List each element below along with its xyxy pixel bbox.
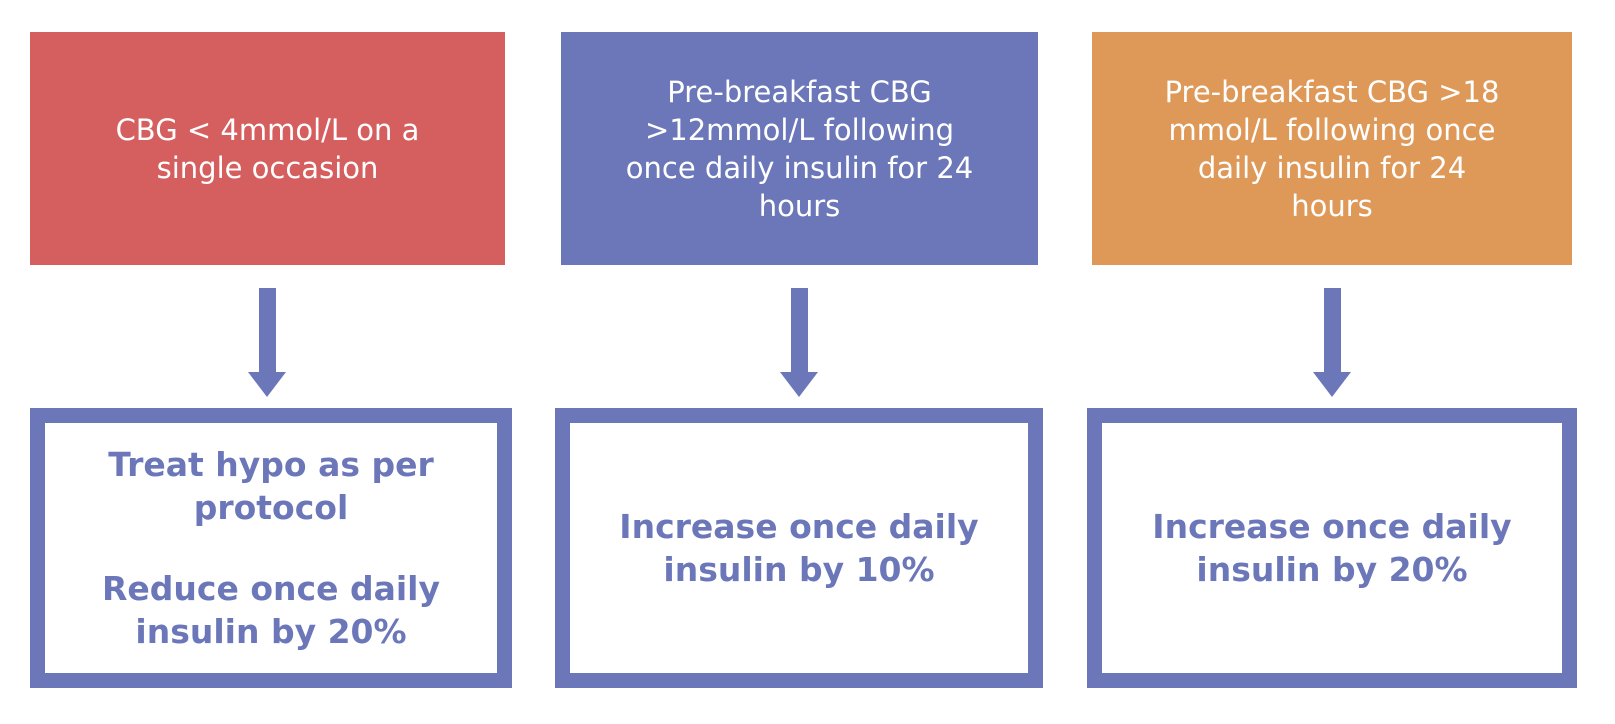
arrow-stem — [258, 288, 276, 372]
text-line: CBG < 4mmol/L on a — [115, 112, 420, 147]
action-paragraph: Increase once daily insulin by 10% — [619, 505, 978, 591]
action-box-increase-10: Increase once daily insulin by 10% — [555, 408, 1043, 688]
text-line: Pre-breakfast CBG — [667, 74, 932, 109]
text-line: mmol/L following once — [1168, 112, 1496, 147]
text-line: Reduce once daily — [102, 569, 440, 608]
text-line: hours — [1291, 188, 1373, 223]
text-line: hours — [758, 188, 841, 223]
text-line: Pre-breakfast CBG >18 — [1164, 74, 1500, 109]
text-line: Treat hypo as per — [108, 445, 434, 484]
text-line: Increase once daily — [619, 507, 979, 546]
text-line: insulin by 20% — [135, 612, 407, 651]
condition-text-hypo: CBG < 4mmol/L on a single occasion — [116, 111, 420, 187]
action-box-increase-20: Increase once daily insulin by 20% — [1087, 408, 1577, 688]
text-line: insulin by 10% — [663, 550, 935, 589]
arrow-head — [1313, 372, 1351, 397]
action-paragraph: Increase once daily insulin by 20% — [1152, 505, 1511, 591]
text-line: >12mmol/L following — [644, 112, 955, 147]
arrow-head — [780, 372, 818, 397]
condition-box-hypo: CBG < 4mmol/L on a single occasion — [30, 32, 505, 265]
action-box-hypo: Treat hypo as per protocol Reduce once d… — [30, 408, 512, 688]
down-arrow-icon — [780, 288, 818, 397]
action-paragraph: Reduce once daily insulin by 20% — [102, 567, 440, 653]
text-line: Increase once daily — [1152, 507, 1512, 546]
condition-text-cbg-over-12: Pre-breakfast CBG >12mmol/L following on… — [626, 73, 973, 225]
down-arrow-icon — [248, 288, 286, 397]
down-arrow-icon — [1313, 288, 1351, 397]
text-line: insulin by 20% — [1196, 550, 1468, 589]
arrow-stem — [1323, 288, 1341, 372]
arrow-head — [248, 372, 286, 397]
condition-box-cbg-over-18: Pre-breakfast CBG >18 mmol/L following o… — [1092, 32, 1572, 265]
condition-text-cbg-over-18: Pre-breakfast CBG >18 mmol/L following o… — [1165, 73, 1500, 225]
text-line: once daily insulin for 24 — [625, 150, 974, 185]
text-line: single occasion — [156, 150, 379, 185]
arrow-stem — [790, 288, 808, 372]
action-paragraph: Treat hypo as per protocol — [108, 443, 434, 529]
text-line: protocol — [193, 488, 349, 527]
text-line: daily insulin for 24 — [1197, 150, 1467, 185]
condition-box-cbg-over-12: Pre-breakfast CBG >12mmol/L following on… — [561, 32, 1038, 265]
